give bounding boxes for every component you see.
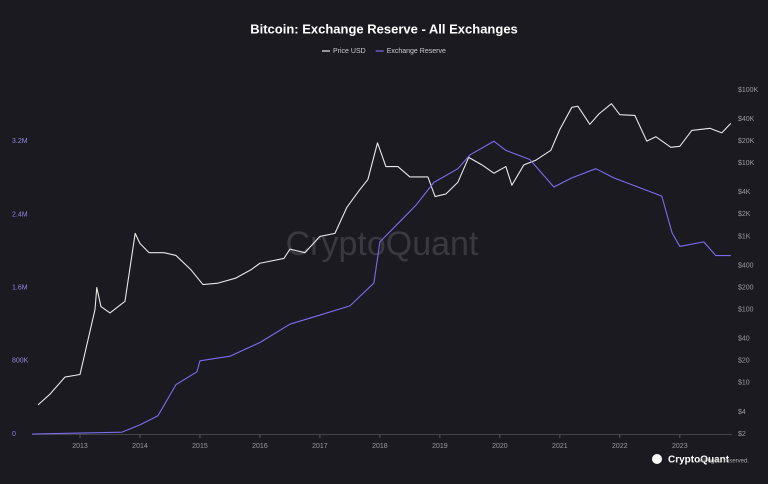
y2-tick-label: $100K <box>738 87 759 94</box>
y2-tick-label: $40 <box>738 336 750 343</box>
y-tick-label: 3.2M <box>12 138 28 145</box>
x-tick-label: 2018 <box>372 443 388 450</box>
legend: Price USD Exchange Reserve <box>322 48 446 55</box>
x-tick-label: 2022 <box>612 443 628 450</box>
x-tick-label: 2013 <box>72 443 88 450</box>
x-tick-label: 2023 <box>672 443 688 450</box>
y2-tick-label: $4 <box>738 409 746 416</box>
watermark: CryptoQuant <box>286 225 479 263</box>
y2-tick-label: $2K <box>738 211 751 218</box>
footer-brand: CryptoQuant <box>668 455 730 466</box>
y2-tick-label: $10K <box>738 160 755 167</box>
footer-note: All rights reserved. <box>699 459 749 465</box>
y-tick-label: 0 <box>12 431 16 438</box>
y2-tick-label: $4K <box>738 189 751 196</box>
x-tick-label: 2020 <box>492 443 508 450</box>
y2-tick-label: $20 <box>738 358 750 365</box>
legend-label: Exchange Reserve <box>387 48 446 55</box>
y2-tick-label: $10 <box>738 380 750 387</box>
y2-tick-label: $100 <box>738 306 754 313</box>
series-line <box>31 140 731 435</box>
legend-label: Price USD <box>333 48 366 55</box>
series-line <box>37 103 732 406</box>
y-tick-label: 1.6M <box>12 284 28 291</box>
y2-tick-label: $200 <box>738 284 754 291</box>
x-tick-label: 2017 <box>312 443 328 450</box>
x-tick-label: 2021 <box>552 443 568 450</box>
y2-tick-label: $400 <box>738 262 754 269</box>
y2-tick-label: $2 <box>738 431 746 438</box>
y-tick-label: 2.4M <box>12 211 28 218</box>
y2-tick-label: $1K <box>738 233 751 240</box>
x-tick-label: 2015 <box>192 443 208 450</box>
x-tick-label: 2019 <box>432 443 448 450</box>
y2-tick-label: $40K <box>738 116 755 123</box>
brand-logo <box>652 454 662 464</box>
y2-tick-label: $20K <box>738 138 755 145</box>
x-tick-label: 2014 <box>132 443 148 450</box>
y-tick-label: 800K <box>12 358 29 365</box>
chart-title: Bitcoin: Exchange Reserve - All Exchange… <box>250 21 518 36</box>
x-tick-label: 2016 <box>252 443 268 450</box>
